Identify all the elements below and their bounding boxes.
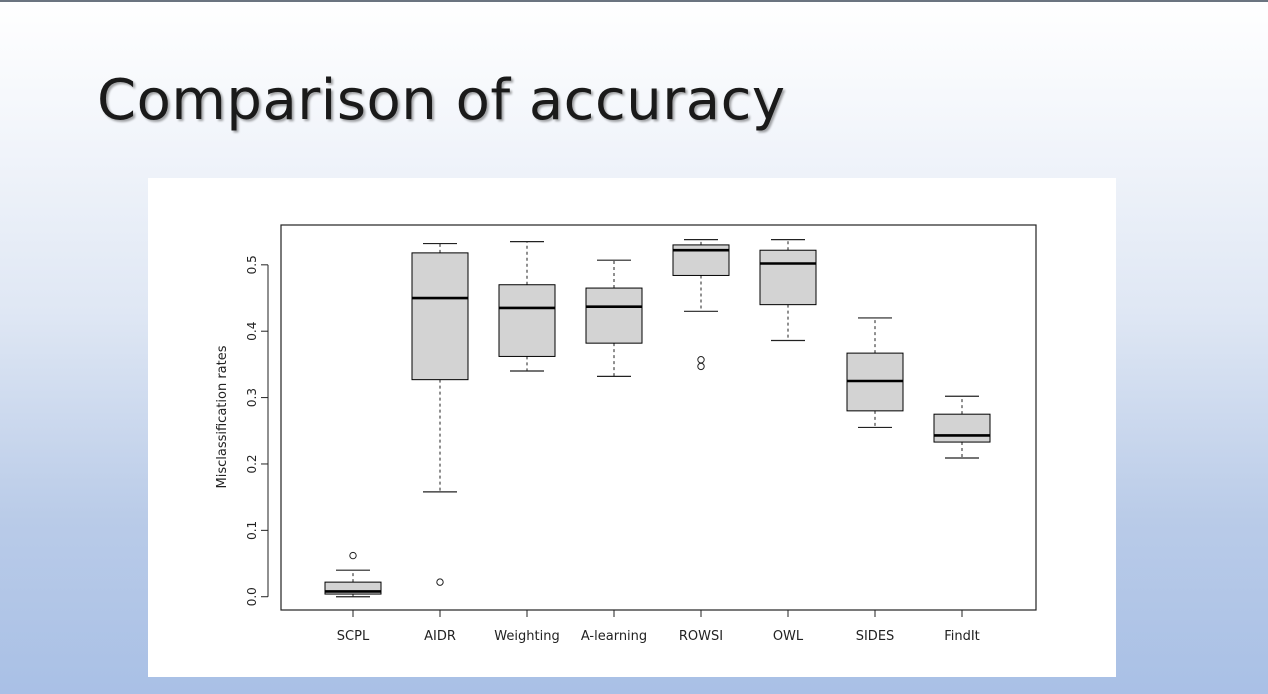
x-tick-label: SCPL	[337, 629, 370, 644]
box-a-learning	[585, 259, 643, 377]
x-axis: SCPL AIDR Weighting A-learning ROWSI OWL SIDES…	[337, 609, 980, 644]
box-weighting	[498, 240, 556, 372]
outlier-point	[697, 356, 705, 364]
iqr-box	[933, 413, 991, 443]
x-tick-label: Weighting	[494, 629, 559, 644]
box-scpl	[324, 551, 382, 598]
outlier-point	[697, 362, 705, 371]
outlier-point	[349, 551, 357, 560]
y-tick-label: 0.0	[245, 587, 259, 606]
y-axis-label: Misclassification rates	[215, 345, 230, 488]
y-tick-label: 0.2	[245, 454, 259, 473]
box-sides	[846, 317, 904, 429]
y-tick-label: 0.3	[245, 388, 259, 407]
iqr-box	[324, 581, 382, 595]
box-owl	[759, 239, 817, 342]
iqr-box	[498, 284, 556, 357]
y-axis: 0.0 0.1 0.2 0.3 0.4 0.5	[245, 255, 269, 606]
x-tick-label: OWL	[773, 629, 804, 644]
slide-title: Comparison of accuracy	[97, 68, 786, 133]
y-tick-label: 0.4	[245, 322, 259, 341]
boxes	[324, 239, 991, 598]
y-tick-label: 0.5	[245, 255, 259, 274]
box-findit	[933, 395, 991, 459]
plot-frame	[280, 224, 1037, 611]
iqr-box	[585, 287, 643, 344]
x-tick-label: ROWSI	[679, 629, 723, 644]
x-tick-label: AIDR	[424, 629, 456, 644]
x-tick-label: FindIt	[944, 629, 980, 644]
boxplot-chart: Misclassification rates 0.00.10.20.30.40…	[215, 224, 1037, 644]
box-rowsi	[672, 239, 730, 371]
chart-panel: Misclassification rates 0.0 0.1 0.2 0.3 0.4 0…	[148, 178, 1116, 677]
iqr-box	[411, 252, 469, 381]
iqr-box	[759, 249, 817, 306]
x-tick-label: SIDES	[856, 629, 895, 644]
y-tick-label: 0.1	[245, 521, 259, 540]
outlier-point	[436, 578, 444, 586]
top-border-line	[0, 0, 1268, 2]
box-aidr	[411, 242, 469, 586]
x-tick-label: A-learning	[581, 629, 647, 644]
